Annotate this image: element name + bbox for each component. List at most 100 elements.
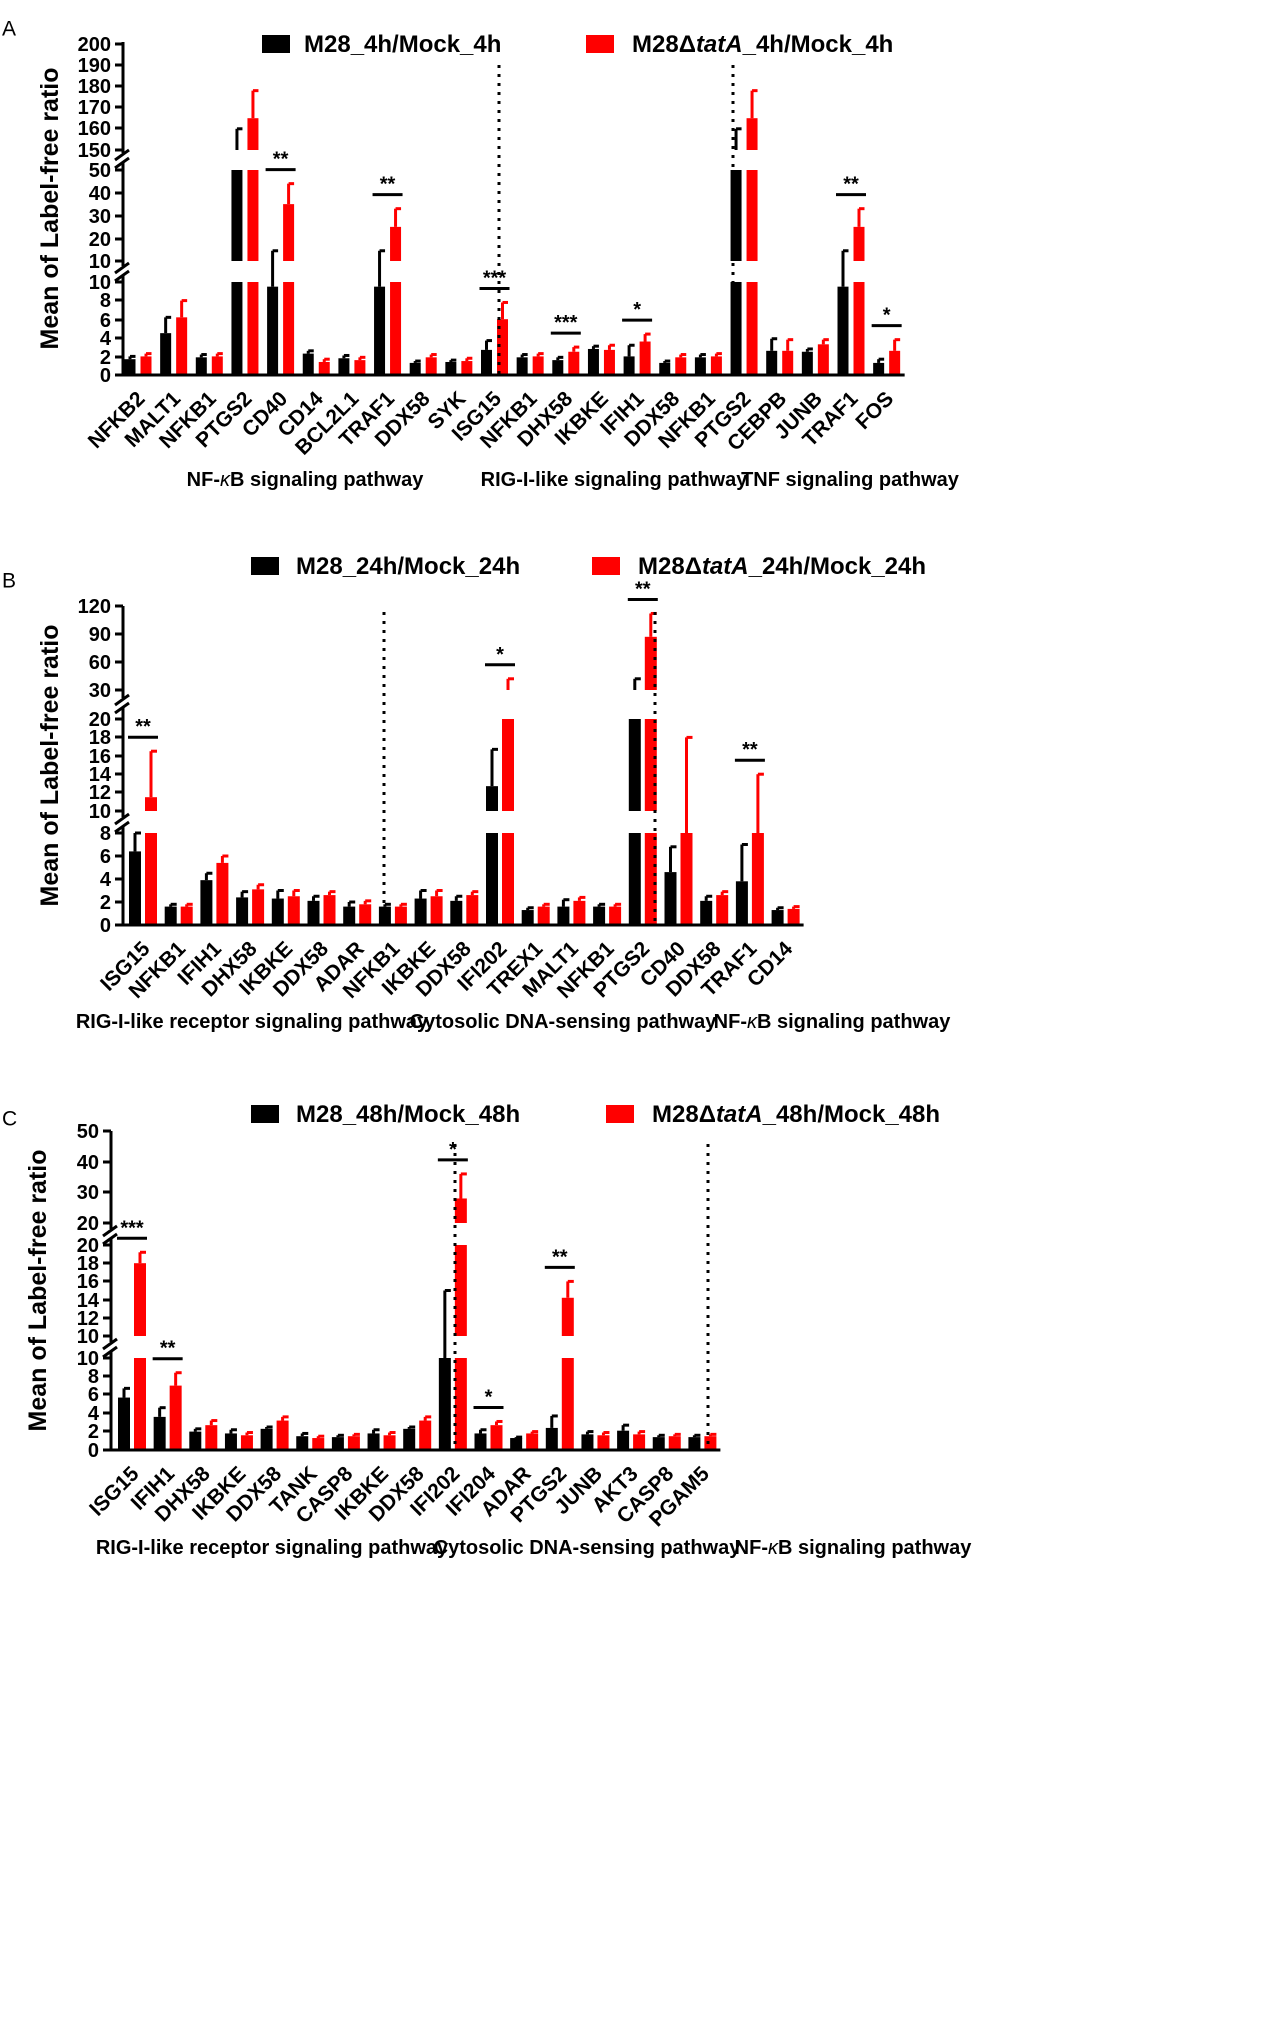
pathway-text-part: B signaling pathway xyxy=(778,1537,972,1559)
significance-label: * xyxy=(633,299,641,321)
bar-series2-CEBPB xyxy=(782,350,794,375)
legend-swatch-1 xyxy=(251,557,279,575)
y-tick-label: 6 xyxy=(100,310,111,332)
bar-series1-DDX58 xyxy=(450,900,463,925)
bar-series2-CD14 xyxy=(318,361,330,375)
bar-series2-PTGS2 xyxy=(247,170,259,261)
panel-label: C xyxy=(2,1107,17,1130)
bar-series1-IFIH1 xyxy=(200,880,213,925)
y-tick-label: 190 xyxy=(78,55,111,77)
bar-series1-PTGS2 xyxy=(545,1427,558,1450)
bar-series2-CD40 xyxy=(283,204,295,261)
bar-series1-IFI204 xyxy=(474,1433,487,1450)
bar-series2-TRAF1 xyxy=(390,282,402,375)
bar-series1-IKBKE xyxy=(271,898,284,925)
significance-label: * xyxy=(485,1386,493,1408)
bar-series2-CASP8 xyxy=(347,1436,360,1450)
y-tick-label: 12 xyxy=(89,782,111,804)
legend-text-part: _24h/Mock_24h xyxy=(748,553,926,580)
significance-label: ** xyxy=(273,149,289,171)
bar-series1-PTGS2 xyxy=(730,170,742,261)
y-tick-label: 14 xyxy=(77,1290,100,1312)
bar-series2-TRAF1 xyxy=(751,833,764,925)
bar-series1-JUNB xyxy=(581,1434,594,1450)
bar-series2-AKT3 xyxy=(633,1434,646,1450)
bar-series1-DHX58 xyxy=(236,897,249,925)
significance-label: ** xyxy=(552,1246,568,1268)
bar-series2-IFI202 xyxy=(502,719,514,811)
bar-series1-NFKB1 xyxy=(378,906,391,925)
y-tick-label: 10 xyxy=(89,251,111,273)
y-tick-label: 200 xyxy=(78,34,111,56)
panel-B: B M28_24h/Mock_24h M28ΔtatA_24h/Mock_24h Me… xyxy=(2,553,951,1033)
bar-series1-CD14 xyxy=(771,910,784,925)
y-tick-label: 0 xyxy=(88,1440,99,1462)
bar-series1-CEBPB xyxy=(766,350,778,375)
legend-label-2: M28ΔtatA_4h/Mock_4h xyxy=(632,31,893,58)
y-axis-label: Mean of Label-free ratio xyxy=(24,1150,52,1432)
bar-series1-TRAF1 xyxy=(735,881,748,925)
pathway-label: NF-κB signaling pathway xyxy=(187,469,425,491)
bar-series1-ADAR xyxy=(510,1438,523,1450)
pathway-label: NF-κB signaling pathway xyxy=(714,1011,952,1033)
legend-swatch-1 xyxy=(262,35,290,53)
y-tick-label: 10 xyxy=(77,1348,99,1370)
bar-series1-IKBKE xyxy=(587,348,599,375)
significance-label: *** xyxy=(483,267,507,289)
bar-series2-TRAF1 xyxy=(853,282,865,375)
bar-series2-NFKB1 xyxy=(211,356,223,375)
y-tick-label: 160 xyxy=(78,118,111,140)
y-tick-label: 170 xyxy=(78,97,111,119)
y-tick-label: 8 xyxy=(88,1366,99,1388)
legend-text-part: tatA xyxy=(702,553,749,580)
significance-label: ** xyxy=(135,716,151,738)
bar-series1-IFIH1 xyxy=(153,1416,166,1450)
bar-series1-NFKB2 xyxy=(124,359,136,375)
bar-series2-IKBKE xyxy=(603,349,615,375)
bar-series1-FOS xyxy=(873,362,885,375)
y-tick-label: 30 xyxy=(77,1182,99,1204)
bar-series2-NFKB2 xyxy=(140,356,152,375)
significance-label: * xyxy=(883,305,891,327)
y-tick-label: 150 xyxy=(78,140,111,162)
bar-series2-PTGS2 xyxy=(644,719,657,811)
significance-label: *** xyxy=(554,312,578,334)
bar-series1-DDX58 xyxy=(659,362,671,375)
axis-break-mark xyxy=(102,1337,118,1351)
bar-series1-TRAF1 xyxy=(374,286,386,375)
legend-label-2: M28ΔtatA_48h/Mock_48h xyxy=(652,1101,940,1128)
bar-series1-IKBKE xyxy=(414,898,427,925)
bar-series1-DDX58 xyxy=(700,900,713,925)
pathway-text-part: κ xyxy=(220,469,231,491)
bar-series2-NFKB1 xyxy=(532,356,544,375)
bar-series1-DDX58 xyxy=(307,900,320,925)
significance-label: *** xyxy=(120,1217,144,1239)
bar-series2-IFIH1 xyxy=(216,862,229,925)
bar-series2-FOS xyxy=(889,350,901,375)
pathway-label: Cytosolic DNA-sensing pathway xyxy=(434,1537,742,1559)
y-tick-label: 10 xyxy=(89,801,111,823)
bar-series1-IKBKE xyxy=(224,1433,237,1450)
bar-series1-ISG15 xyxy=(481,349,492,375)
pathway-text-part: κ xyxy=(747,1011,758,1033)
y-tick-label: 4 xyxy=(100,869,112,891)
y-axis-label: Mean of Label-free ratio xyxy=(36,68,64,350)
bar-series2-CD40 xyxy=(283,282,295,375)
y-tick-label: 20 xyxy=(77,1235,99,1257)
significance-label: ** xyxy=(742,739,758,761)
y-tick-label: 6 xyxy=(88,1384,99,1406)
bar-series2-JUNB xyxy=(817,344,829,375)
bar-series2-PTGS2 xyxy=(644,636,657,690)
bar-series2-JUNB xyxy=(597,1435,610,1450)
bar-series2-IFI202 xyxy=(502,833,514,925)
pathway-label: TNF signaling pathway xyxy=(741,469,960,491)
y-tick-label: 30 xyxy=(89,206,111,228)
y-tick-label: 18 xyxy=(77,1253,99,1275)
bar-series1-NFKB1 xyxy=(164,906,177,925)
bar-series2-DDX58 xyxy=(419,1420,432,1450)
bar-series2-ADAR xyxy=(359,904,372,925)
pathway-label: Cytosolic DNA-sensing pathway xyxy=(410,1011,718,1033)
y-tick-label: 180 xyxy=(78,76,111,98)
bar-series2-TREX1 xyxy=(537,906,550,925)
bar-series1-JUNB xyxy=(801,351,813,375)
